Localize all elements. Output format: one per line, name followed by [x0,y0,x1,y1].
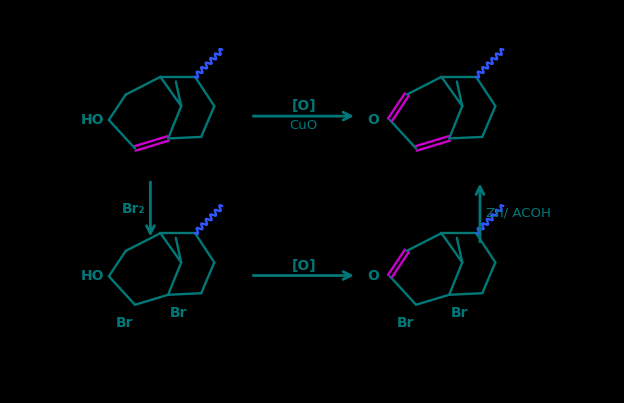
Text: O: O [367,269,379,283]
Text: Br: Br [116,316,134,330]
Text: CuO: CuO [290,119,318,132]
Text: HO: HO [80,269,104,283]
Text: O: O [367,113,379,127]
Text: Br: Br [397,316,414,330]
Text: Br: Br [170,306,187,320]
Text: HO: HO [80,113,104,127]
Text: [O]: [O] [291,99,316,113]
Text: Br₂: Br₂ [122,202,145,216]
Text: Br: Br [451,306,468,320]
Text: Zn/ ACOH: Zn/ ACOH [486,206,551,219]
Text: [O]: [O] [291,258,316,272]
